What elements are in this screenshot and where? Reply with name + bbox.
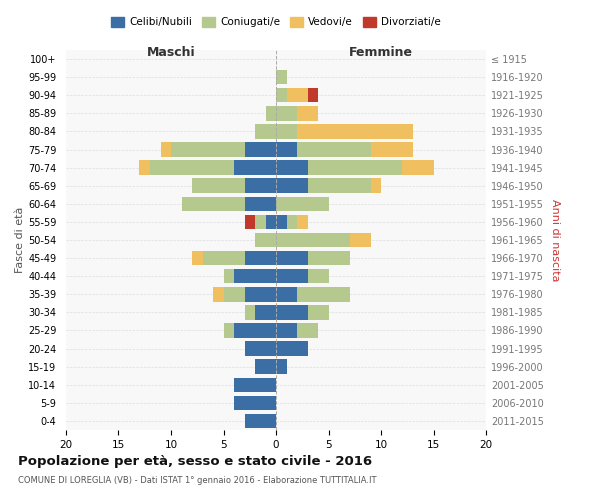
Bar — [371, 142, 413, 157]
Bar — [297, 142, 371, 157]
Bar — [234, 160, 276, 175]
Bar — [255, 124, 276, 138]
Bar — [245, 342, 276, 356]
Bar — [223, 269, 234, 283]
Bar — [276, 323, 297, 338]
Bar — [234, 323, 276, 338]
Bar — [213, 287, 223, 302]
Bar — [349, 233, 371, 247]
Text: COMUNE DI LOREGLIA (VB) - Dati ISTAT 1° gennaio 2016 - Elaborazione TUTTITALIA.I: COMUNE DI LOREGLIA (VB) - Dati ISTAT 1° … — [18, 476, 377, 485]
Bar — [308, 305, 329, 320]
Bar — [265, 106, 276, 120]
Bar — [287, 88, 308, 102]
Bar — [371, 178, 381, 193]
Bar — [182, 196, 245, 211]
Bar — [234, 396, 276, 410]
Bar — [308, 160, 402, 175]
Bar — [308, 88, 318, 102]
Bar — [245, 305, 255, 320]
Bar — [276, 342, 308, 356]
Bar — [255, 305, 276, 320]
Bar — [245, 287, 276, 302]
Bar — [161, 142, 171, 157]
Bar — [203, 251, 245, 266]
Bar — [276, 287, 297, 302]
Bar — [276, 124, 297, 138]
Bar — [255, 214, 265, 229]
Bar — [276, 214, 287, 229]
Bar — [265, 214, 276, 229]
Bar — [297, 124, 413, 138]
Bar — [276, 269, 308, 283]
Bar — [297, 323, 318, 338]
Text: Femmine: Femmine — [349, 46, 413, 60]
Bar — [234, 378, 276, 392]
Bar — [150, 160, 234, 175]
Text: Popolazione per età, sesso e stato civile - 2016: Popolazione per età, sesso e stato civil… — [18, 455, 372, 468]
Bar — [234, 269, 276, 283]
Bar — [192, 178, 245, 193]
Bar — [276, 251, 308, 266]
Bar — [255, 360, 276, 374]
Bar — [297, 214, 308, 229]
Bar — [308, 251, 349, 266]
Bar — [276, 106, 297, 120]
Y-axis label: Fasce di età: Fasce di età — [15, 207, 25, 273]
Bar — [276, 305, 308, 320]
Bar — [276, 88, 287, 102]
Bar — [308, 269, 329, 283]
Bar — [297, 287, 349, 302]
Bar — [192, 251, 203, 266]
Bar — [297, 106, 318, 120]
Bar — [223, 287, 245, 302]
Bar — [171, 142, 245, 157]
Bar — [276, 233, 349, 247]
Bar — [276, 70, 287, 84]
Bar — [276, 196, 329, 211]
Bar — [308, 178, 371, 193]
Bar — [276, 360, 287, 374]
Bar — [245, 414, 276, 428]
Bar — [139, 160, 150, 175]
Bar — [276, 160, 308, 175]
Bar — [223, 323, 234, 338]
Text: Maschi: Maschi — [146, 46, 196, 60]
Bar — [245, 142, 276, 157]
Bar — [245, 196, 276, 211]
Bar — [402, 160, 433, 175]
Bar — [245, 251, 276, 266]
Bar — [245, 178, 276, 193]
Y-axis label: Anni di nascita: Anni di nascita — [550, 198, 560, 281]
Bar — [255, 233, 276, 247]
Bar — [276, 178, 308, 193]
Bar — [287, 214, 297, 229]
Bar — [245, 214, 255, 229]
Legend: Celibi/Nubili, Coniugati/e, Vedovi/e, Divorziati/e: Celibi/Nubili, Coniugati/e, Vedovi/e, Di… — [111, 17, 441, 28]
Bar — [276, 142, 297, 157]
